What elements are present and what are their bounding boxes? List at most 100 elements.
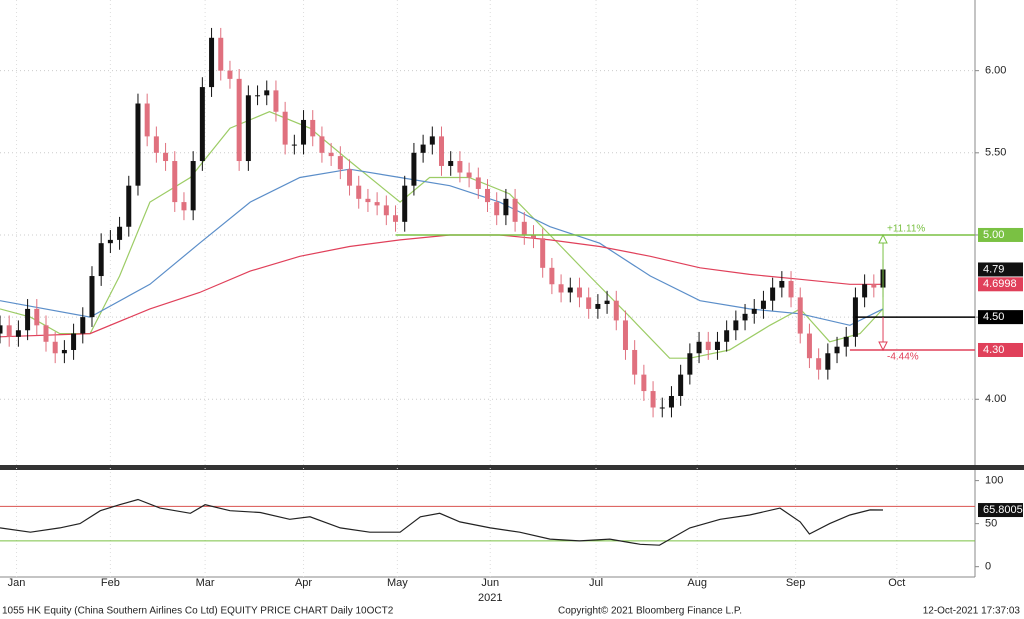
level-arrowhead xyxy=(878,233,888,244)
candle-body xyxy=(650,391,656,408)
candle-body xyxy=(181,202,187,211)
candle-body xyxy=(632,349,638,375)
candle-body xyxy=(89,276,95,318)
candle-body xyxy=(604,300,610,304)
candle-body xyxy=(448,161,454,166)
candle-body xyxy=(576,287,582,298)
candle-body xyxy=(733,320,739,331)
candle-body xyxy=(163,152,169,162)
candle-body xyxy=(402,185,408,222)
footer-center: Copyright© 2021 Bloomberg Finance L.P. xyxy=(558,606,742,617)
candle-body xyxy=(227,70,233,79)
candle-body xyxy=(319,136,325,153)
x-tick-label: Mar xyxy=(196,577,215,589)
candle-body xyxy=(862,284,868,298)
candle-body xyxy=(770,287,776,301)
candle-body xyxy=(199,87,205,162)
y-tick-label: 6.00 xyxy=(985,65,1006,77)
candle-body xyxy=(190,161,196,211)
candle-body xyxy=(475,177,481,189)
candle-body xyxy=(144,103,150,137)
candle-body xyxy=(34,308,40,326)
candle-body xyxy=(751,308,757,314)
candle-body xyxy=(71,333,77,350)
level-arrowhead xyxy=(878,341,888,352)
footer-right: 12-Oct-2021 17:37:03 xyxy=(923,606,1021,617)
candle-body xyxy=(806,333,812,359)
candle-body xyxy=(485,188,490,203)
x-tick-label: Jun xyxy=(481,577,499,589)
candle-body xyxy=(668,395,674,408)
candle-body xyxy=(641,374,647,392)
candle-body xyxy=(337,156,343,170)
candle-body xyxy=(393,215,399,222)
candle-body xyxy=(724,330,730,342)
y-tick-label: 4.00 xyxy=(985,393,1006,405)
x-tick-label: Jan xyxy=(8,577,26,589)
value-label: 65.8005 xyxy=(983,504,1023,516)
candle-body xyxy=(797,297,803,334)
panel-separator xyxy=(0,465,1024,470)
candle-body xyxy=(622,320,628,350)
y-tick-label: 0 xyxy=(985,561,991,573)
x-tick-label: Feb xyxy=(101,577,120,589)
level-label: 4.30 xyxy=(983,344,1004,356)
candle-body xyxy=(825,353,831,370)
candle-body xyxy=(742,313,748,321)
candle-body xyxy=(25,308,31,331)
candle-body xyxy=(107,239,113,244)
candle-body xyxy=(494,202,500,216)
candle-body xyxy=(282,111,288,145)
candle-body xyxy=(374,202,380,206)
candle-body xyxy=(43,325,49,342)
candle-body xyxy=(678,374,684,396)
price-label-box xyxy=(978,262,1023,277)
price-label: 4.6998 xyxy=(983,278,1017,290)
candle-body xyxy=(595,303,601,309)
candle-body xyxy=(365,198,371,203)
candle-body xyxy=(521,221,527,235)
candle-body xyxy=(15,330,21,337)
candle-body xyxy=(714,341,720,350)
candle-body xyxy=(273,90,279,112)
candle-body xyxy=(264,90,270,96)
candle-body xyxy=(779,280,785,288)
candle-body xyxy=(760,300,766,309)
level-label-box xyxy=(978,227,1023,242)
candle-body xyxy=(687,353,693,375)
candle-body xyxy=(347,169,353,186)
candle-body xyxy=(788,280,794,298)
level-change: -4.44% xyxy=(887,352,919,363)
candle-body xyxy=(457,161,463,173)
candle-body xyxy=(6,325,12,337)
candle-body xyxy=(558,284,564,293)
y-tick-label: 100 xyxy=(985,475,1003,487)
candle-body xyxy=(411,152,417,186)
x-axis-label: 2021 xyxy=(478,592,502,604)
candle-body xyxy=(117,226,123,240)
candle-body xyxy=(696,341,702,354)
candle-body xyxy=(153,136,159,153)
candle-body xyxy=(613,300,619,321)
candle-body xyxy=(383,205,389,216)
candle-body xyxy=(420,144,426,153)
candle-body xyxy=(255,95,261,97)
candle-body xyxy=(310,119,316,137)
candle-body xyxy=(871,284,877,288)
candle-body xyxy=(816,358,822,370)
line-series xyxy=(0,168,884,326)
x-tick-label: Aug xyxy=(687,577,707,589)
level-label-box xyxy=(978,342,1023,357)
level-change: +11.11% xyxy=(887,224,925,235)
candle-body xyxy=(236,78,242,162)
x-tick-label: Oct xyxy=(888,577,905,589)
price-label: 4.79 xyxy=(983,263,1004,275)
candle-body xyxy=(540,238,546,268)
candle-body xyxy=(503,198,509,216)
candle-body xyxy=(843,336,849,347)
candle-body xyxy=(705,341,711,350)
candle-body xyxy=(126,185,132,227)
candle-body xyxy=(659,407,665,409)
line-series xyxy=(0,498,884,546)
